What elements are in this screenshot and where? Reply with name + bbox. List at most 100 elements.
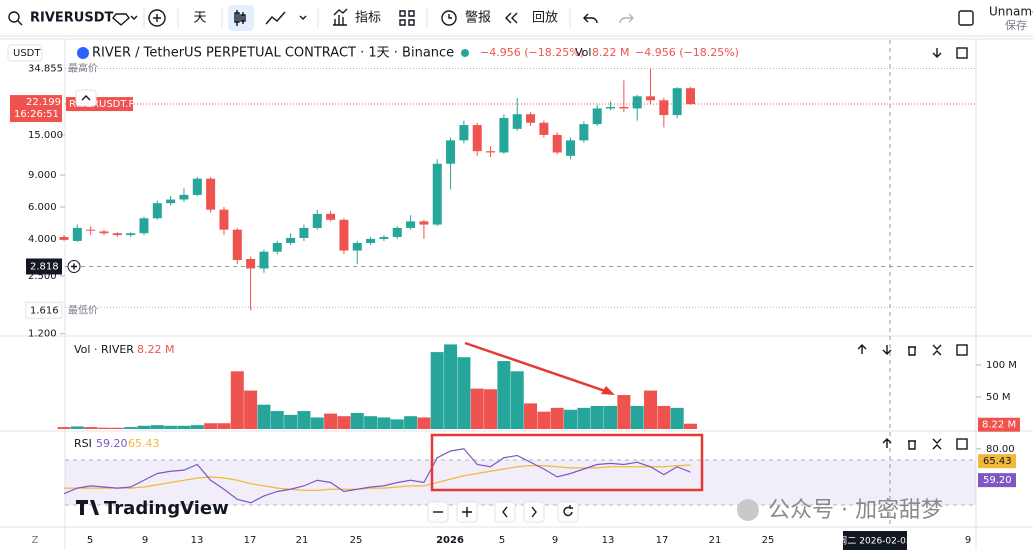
volume-bar [110, 427, 124, 429]
replay-button[interactable]: 回放 [532, 11, 558, 26]
candle-body [126, 233, 136, 236]
legend-vol-change: −4.956 (−18.25%) [635, 46, 739, 59]
x-tick-label: 25 [350, 535, 363, 546]
volume-bar [444, 344, 458, 429]
rsi-pane-buttons[interactable] [882, 438, 942, 450]
volume-bar [257, 404, 271, 429]
candle-body [579, 124, 589, 141]
high-text: 最高价 [68, 62, 98, 75]
volume-bar [164, 425, 178, 429]
volume-bar [230, 371, 244, 429]
candle-body [446, 140, 456, 164]
candle-body [326, 213, 336, 220]
rsi-ma-badge-label: 65.43 [983, 456, 1012, 467]
scroll-right[interactable] [523, 501, 545, 523]
favorite-icon[interactable] [112, 13, 130, 26]
rsi-band [65, 460, 976, 505]
interval[interactable]: 天 [193, 11, 206, 26]
candle-body [512, 114, 522, 129]
indicators-icon[interactable] [333, 8, 348, 26]
rsi-badge [978, 473, 1016, 488]
x-tick-label: 5 [87, 535, 93, 546]
rsi-badge-label: 59.20 [983, 475, 1012, 486]
overlay-text: 公众号 · 加密甜梦 [768, 498, 943, 523]
volume-bar [124, 427, 138, 429]
pane-down-button[interactable] [932, 48, 942, 58]
candle-body [112, 233, 122, 236]
maximize-button[interactable] [956, 47, 968, 59]
market-status [461, 49, 469, 57]
candle-body [406, 221, 416, 228]
crosshair-time-badge [843, 531, 907, 550]
indicators-button[interactable]: 指标 [355, 11, 381, 26]
save-button[interactable]: 保存 [1005, 18, 1027, 32]
redo-button[interactable] [619, 13, 634, 24]
zoom-controls [427, 501, 579, 523]
x-tick-label: 17 [656, 535, 669, 546]
annotation-arrowhead [601, 386, 615, 395]
compare-button[interactable] [148, 9, 166, 27]
volume-bar [564, 409, 578, 429]
volume-pane-buttons[interactable] [857, 344, 942, 356]
reset-icon [563, 505, 573, 517]
volume-bar [670, 407, 684, 429]
low-text: 最低价 [68, 303, 98, 316]
y-tick-label: 9.000 [28, 170, 57, 181]
volume-bar [84, 427, 98, 429]
currency-box[interactable] [7, 44, 43, 62]
compare-icon [153, 14, 161, 22]
volume-bar [177, 425, 191, 429]
low-box [25, 301, 63, 319]
volume-tick-label: 100 M [986, 360, 1017, 371]
y-tick-label: 2.500 [28, 271, 57, 282]
scroll-left-icon [502, 506, 508, 518]
candle-body [232, 229, 242, 261]
search-icon[interactable] [8, 11, 20, 23]
alert-button[interactable]: 警报 [465, 10, 491, 26]
undo-button[interactable] [583, 13, 598, 24]
low-label: 1.616 [30, 305, 59, 316]
candle-body [72, 227, 82, 241]
layout-icon[interactable] [399, 10, 415, 26]
volume-bar [537, 411, 551, 429]
candle-body [179, 194, 189, 200]
rsi-maximize[interactable] [956, 438, 968, 450]
checkbox[interactable] [958, 10, 974, 26]
candle-body [432, 163, 442, 225]
crosshair-time: 周二 2026-02-03 [838, 536, 911, 547]
volume-bar [70, 426, 84, 429]
dropdown[interactable] [299, 15, 307, 20]
wechat-icon [737, 499, 759, 521]
layout-name[interactable]: Unnamed [989, 5, 1033, 19]
x-tick-label: 21 [709, 535, 722, 546]
candle-body [499, 117, 509, 153]
volume-bar [217, 423, 231, 429]
volume-bar [284, 414, 298, 429]
volume-bar [617, 395, 631, 429]
collapse-button[interactable] [75, 89, 97, 107]
dropdown[interactable] [130, 15, 138, 20]
replay-icon[interactable] [505, 12, 518, 24]
reset-chart[interactable] [557, 501, 579, 523]
watermark: TradingView [104, 498, 229, 519]
y-tick-label: 4.000 [28, 234, 57, 245]
x-tick-label: 21 [296, 535, 309, 546]
scroll-left[interactable] [494, 501, 516, 523]
alert-icon[interactable] [441, 10, 457, 26]
legend-vol-label: Vol [575, 46, 591, 59]
candle-body [392, 227, 402, 237]
candle-body [592, 108, 602, 125]
candle-body [646, 96, 656, 101]
x-tick-label: 9 [142, 535, 148, 546]
candle-body [486, 151, 496, 153]
volume-maximize[interactable] [956, 344, 968, 356]
volume-bar [470, 388, 484, 429]
rsi-line [63, 448, 691, 504]
last-price-badge [10, 95, 62, 123]
symbol[interactable]: RIVERUSDT [30, 11, 114, 26]
x-tick-label: 9 [965, 535, 971, 546]
line-icon[interactable] [265, 11, 286, 25]
candle-body [366, 238, 376, 243]
candle-body [286, 237, 296, 243]
